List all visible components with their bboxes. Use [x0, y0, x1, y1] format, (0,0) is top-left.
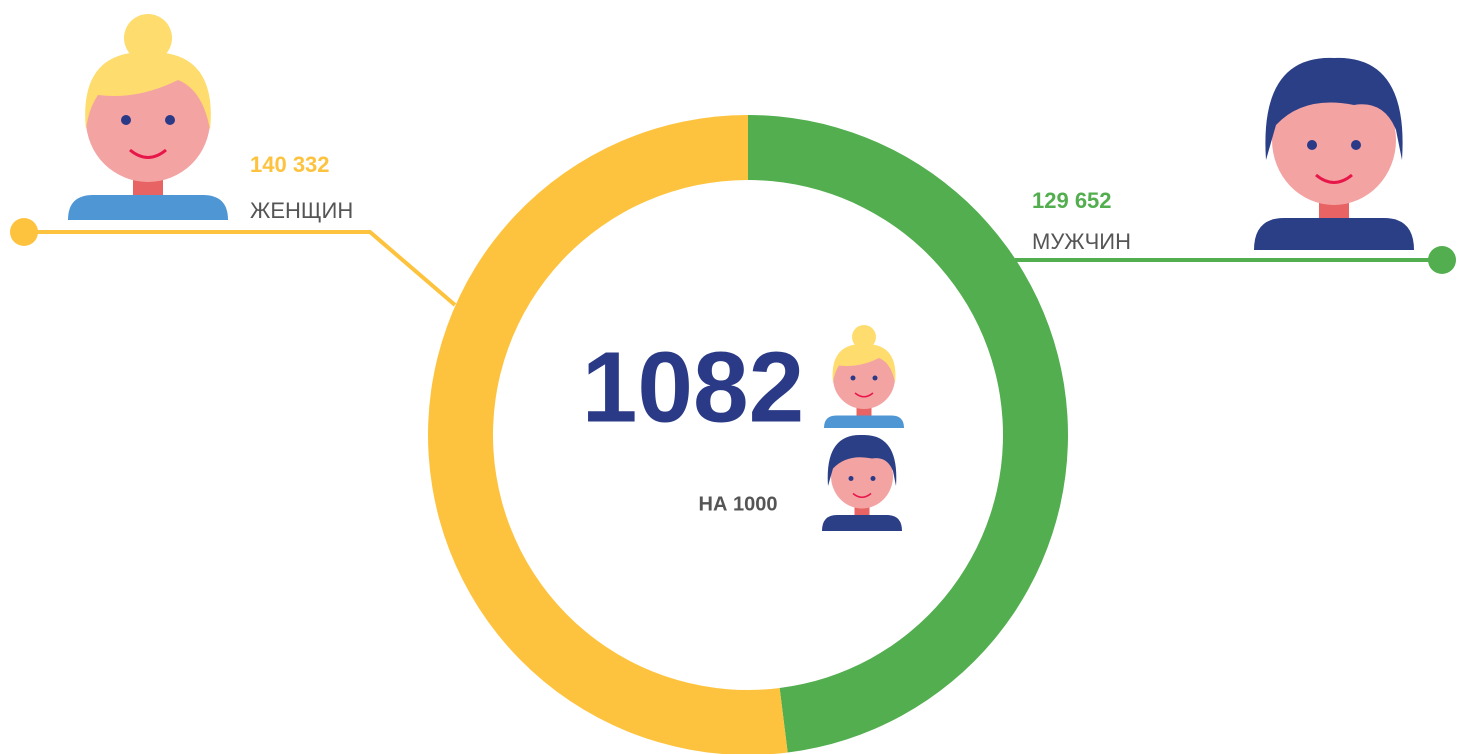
value-label: 129 652 [1032, 188, 1112, 213]
leader-line [22, 232, 455, 305]
center-sublabel: НА 1000 [699, 493, 778, 515]
leader-dot [10, 218, 38, 246]
category-label: МУЖЧИН [1032, 229, 1131, 254]
value-label: 140 332 [250, 152, 330, 177]
infographic: 140 332 ЖЕНЩИН 129 652 МУЖЧИН 1082 НА 10… [0, 0, 1460, 754]
man-small-icon [822, 435, 902, 531]
woman-small-icon [824, 325, 904, 428]
center-value: 1082 [582, 331, 804, 443]
woman-icon [68, 14, 228, 220]
leader-dot [1428, 246, 1456, 274]
category-label: ЖЕНЩИН [250, 198, 353, 223]
page: 140 332 ЖЕНЩИН 129 652 МУЖЧИН 1082 НА 10… [0, 0, 1460, 754]
man-icon [1254, 58, 1414, 250]
